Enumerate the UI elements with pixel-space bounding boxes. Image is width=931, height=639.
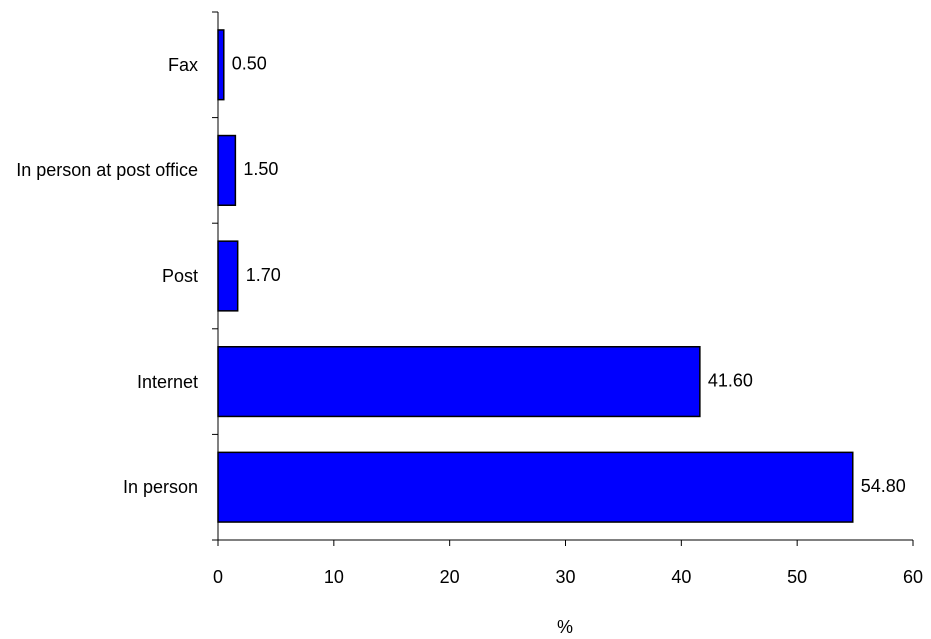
y-tick-label-box: In person [0, 473, 198, 501]
x-tick-label: 20 [440, 567, 460, 587]
bar [217, 240, 239, 312]
value-label: 1.50 [243, 159, 278, 179]
x-tick-label: 60 [903, 567, 923, 587]
y-tick-label: In person at post office [16, 160, 198, 181]
x-tick-label: 40 [671, 567, 691, 587]
value-label: 54.80 [861, 476, 906, 496]
value-label: 1.70 [246, 265, 281, 285]
y-tick-label-box: Internet [0, 368, 198, 396]
x-tick-label: 0 [213, 567, 223, 587]
y-tick-label: Post [161, 266, 198, 286]
y-tick-label: Internet [136, 371, 198, 392]
bar [217, 346, 701, 418]
x-tick-label: 10 [324, 567, 344, 587]
x-axis-label: % [557, 617, 573, 637]
y-tick-label-box: Post [0, 262, 198, 290]
bar [217, 29, 225, 101]
value-label: 41.60 [708, 370, 753, 390]
x-tick-label: 50 [787, 567, 807, 587]
value-label: 0.50 [232, 54, 267, 74]
y-tick-label: In person [122, 477, 198, 498]
y-tick-label-box: In person at post office [0, 156, 198, 184]
x-tick-label: 30 [555, 567, 575, 587]
bar [217, 451, 854, 523]
y-tick-label: Fax [167, 54, 198, 75]
y-tick-label-box: Fax [0, 51, 198, 79]
bar [217, 134, 237, 206]
